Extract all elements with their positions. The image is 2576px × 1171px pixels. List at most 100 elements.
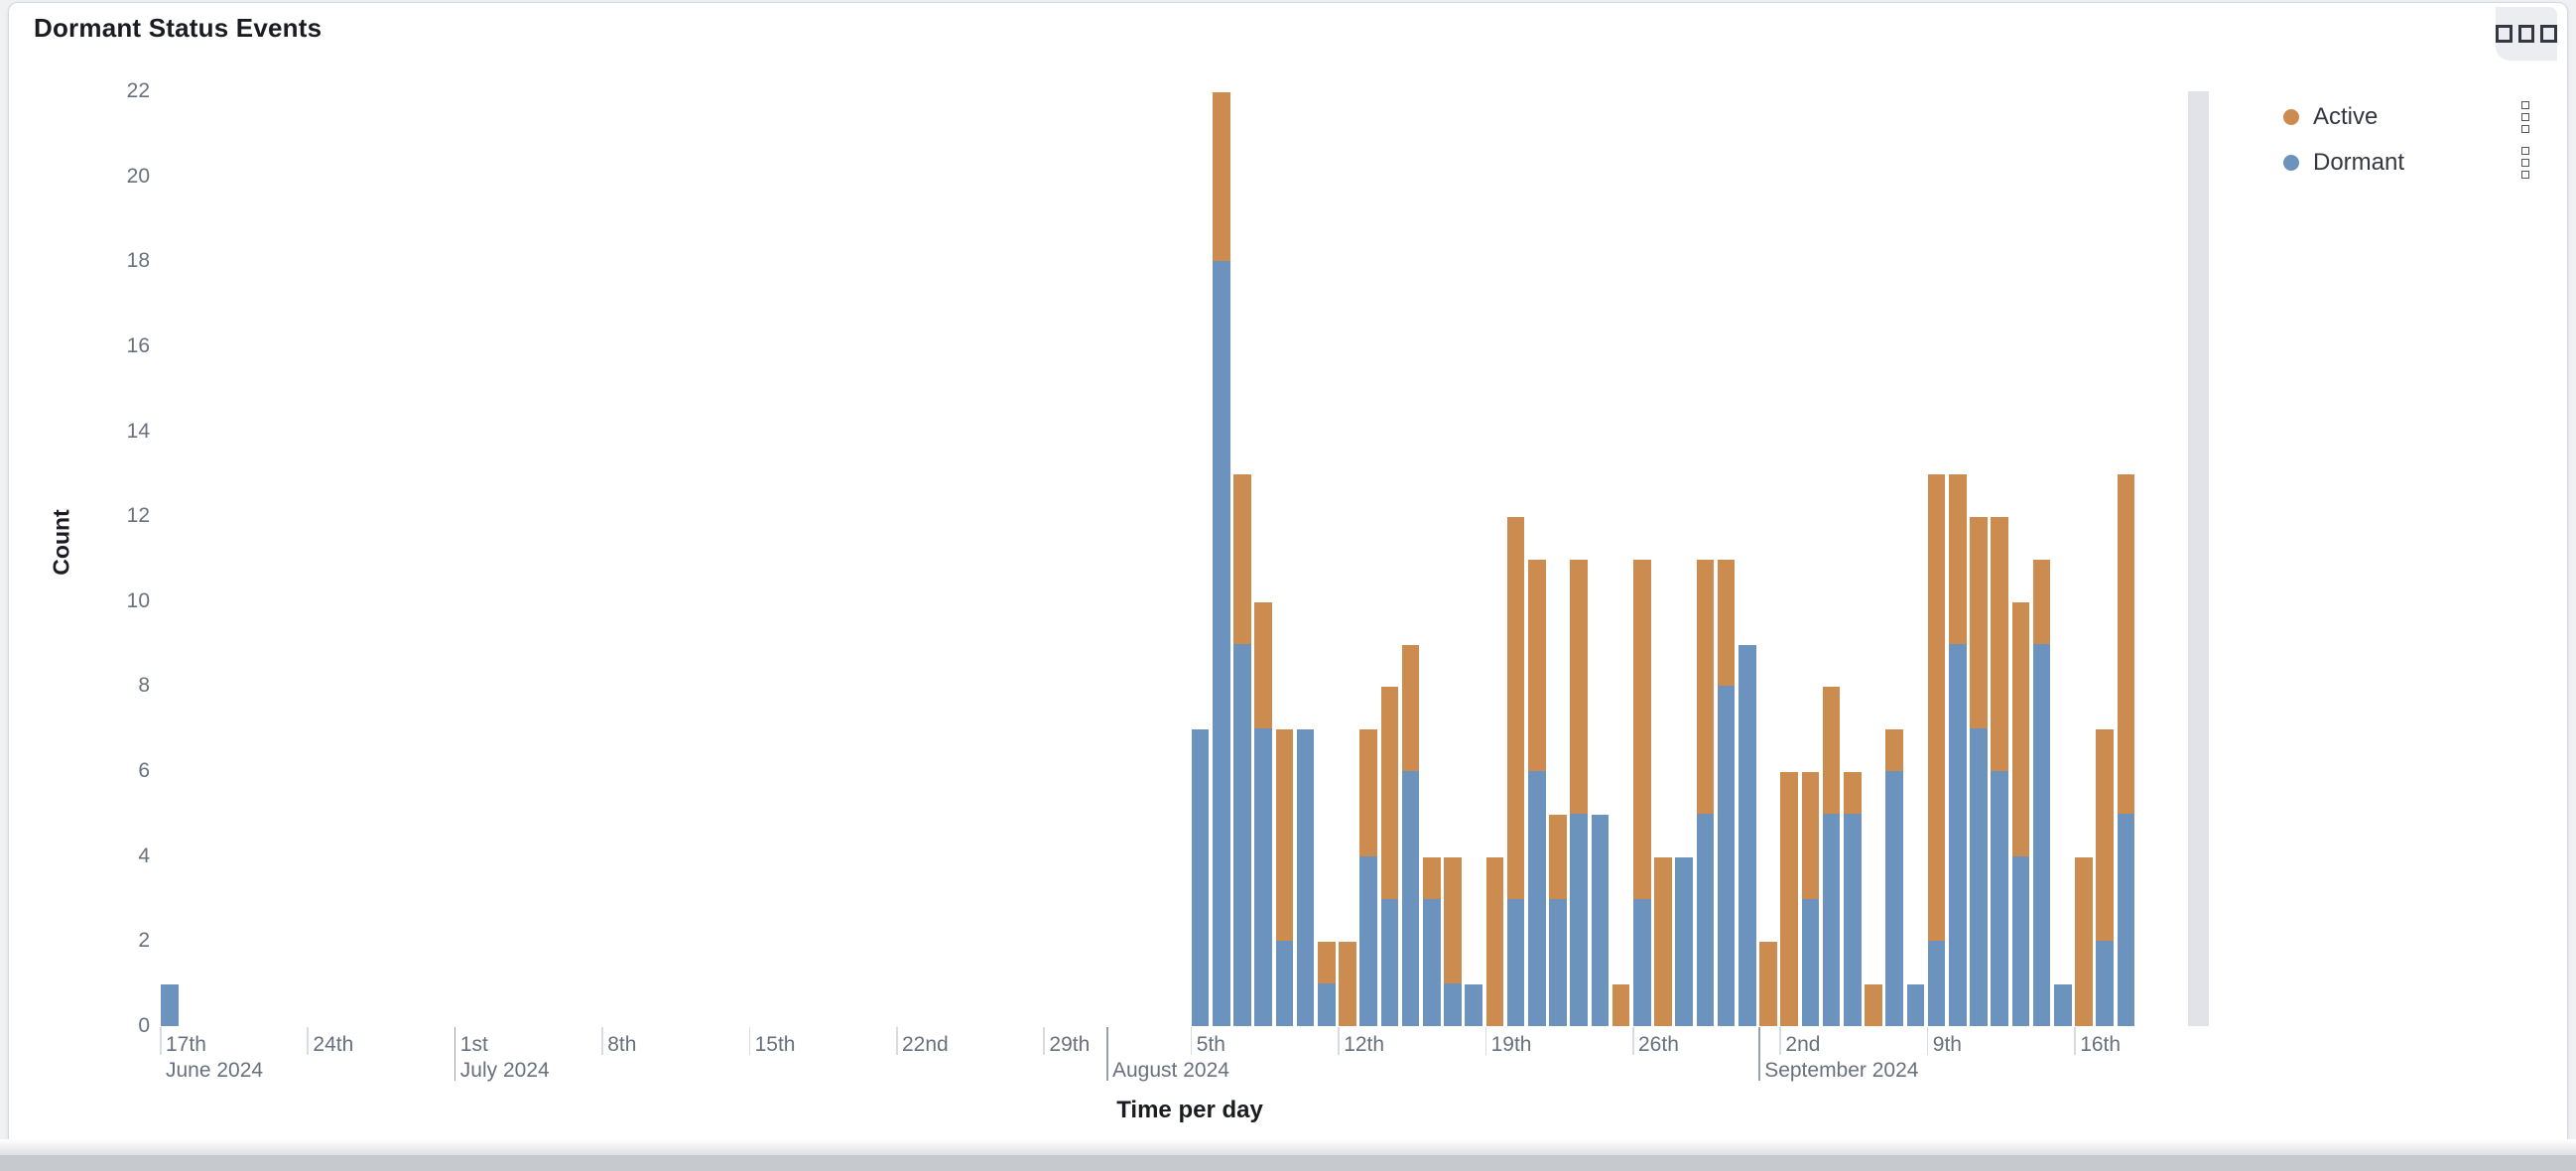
bar-segment-dormant[interactable] [1695, 813, 1716, 1026]
bar-segment-active[interactable] [1379, 686, 1400, 899]
y-axis-tick-label: 10 [126, 588, 150, 612]
bar-segment-dormant[interactable] [2010, 855, 2031, 1026]
panel-options-button[interactable] [2496, 7, 2558, 61]
bar-segment-active[interactable] [1274, 728, 1295, 942]
bar-segment-dormant[interactable] [1443, 983, 1463, 1026]
bar-segment-dormant[interactable] [1505, 898, 1526, 1026]
bar-segment-active[interactable] [1653, 855, 1673, 1026]
bar-segment-active[interactable] [1422, 855, 1442, 899]
bar-segment-dormant[interactable] [1212, 261, 1231, 1026]
bar-segment-active[interactable] [2074, 855, 2094, 1026]
legend-item-menu-button[interactable] [2517, 97, 2533, 137]
bar-segment-dormant[interactable] [1800, 898, 1821, 1026]
bar-segment-dormant[interactable] [1527, 771, 1547, 1026]
boxes-vertical-icon [2521, 113, 2529, 121]
legend-item-menu-button[interactable] [2517, 143, 2533, 183]
bar-segment-active[interactable] [2095, 728, 2115, 942]
bar-segment-dormant[interactable] [1295, 728, 1316, 1026]
x-axis-month-separator [1106, 1027, 1108, 1081]
y-axis-tick-label: 12 [126, 504, 150, 528]
bar-segment-dormant[interactable] [1190, 728, 1211, 1026]
x-axis-month-label: June 2024 [166, 1059, 264, 1082]
bar-segment-active[interactable] [1716, 559, 1737, 687]
bar-segment-active[interactable] [1400, 643, 1421, 772]
x-axis-week-tick [1043, 1027, 1045, 1055]
bar-segment-dormant[interactable] [1232, 643, 1252, 1026]
bar-segment-active[interactable] [1926, 473, 1947, 942]
x-axis-tick-label: 17th [166, 1033, 206, 1056]
x-axis-tick-label: 22nd [902, 1033, 949, 1056]
bar-segment-dormant[interactable] [1948, 643, 1968, 1026]
bar-segment-dormant[interactable] [2053, 983, 2073, 1026]
x-axis-week-tick [2074, 1027, 2076, 1055]
legend-item-active[interactable]: Active [2283, 94, 2561, 140]
legend-color-dot [2283, 109, 2299, 125]
bar-segment-active[interactable] [1948, 473, 1968, 644]
bar-segment-active[interactable] [1821, 686, 1842, 814]
bar-segment-active[interactable] [1695, 559, 1716, 814]
bar-segment-active[interactable] [1758, 941, 1778, 1026]
bar-segment-active[interactable] [1443, 855, 1463, 984]
legend-item-dormant[interactable]: Dormant [2283, 140, 2561, 186]
bar-segment-dormant[interactable] [2031, 643, 2052, 1026]
bar-segment-active[interactable] [1548, 813, 1568, 899]
incomplete-bucket-band [2188, 91, 2209, 1026]
bar-segment-active[interactable] [1338, 941, 1357, 1026]
bar-segment-active[interactable] [1864, 983, 1883, 1026]
bar-segment-dormant[interactable] [2116, 813, 2136, 1026]
bar-segment-dormant[interactable] [1990, 771, 2009, 1026]
bar-segment-dormant[interactable] [1632, 898, 1652, 1026]
bar-segment-dormant[interactable] [1716, 686, 1737, 1026]
bar-segment-active[interactable] [1610, 983, 1631, 1026]
bar-segment-dormant[interactable] [1821, 813, 1842, 1026]
bar-segment-active[interactable] [1569, 559, 1589, 814]
bar-segment-active[interactable] [1990, 516, 2009, 772]
boxes-vertical-icon [2521, 101, 2529, 109]
bar-segment-dormant[interactable] [1884, 771, 1904, 1026]
bar-segment-active[interactable] [1800, 771, 1821, 899]
boxes-horizontal-icon [2496, 25, 2512, 43]
bar-segment-dormant[interactable] [1674, 855, 1694, 1026]
bar-segment-active[interactable] [1358, 728, 1378, 856]
bar-segment-active[interactable] [1317, 941, 1337, 984]
bar-segment-dormant[interactable] [1400, 771, 1421, 1026]
bar-segment-dormant[interactable] [1548, 898, 1568, 1026]
panel-title: Dormant Status Events [34, 13, 322, 43]
bar-segment-active[interactable] [1632, 559, 1652, 899]
bar-segment-dormant[interactable] [1317, 983, 1337, 1026]
bar-segment-dormant[interactable] [1843, 813, 1863, 1026]
bar-segment-active[interactable] [1232, 473, 1252, 644]
bar-segment-dormant[interactable] [1926, 941, 1947, 1026]
bar-segment-active[interactable] [2010, 600, 2031, 856]
bar-segment-dormant[interactable] [1358, 855, 1378, 1026]
bar-segment-dormant[interactable] [1905, 983, 1926, 1026]
bar-segment-dormant[interactable] [1274, 941, 1295, 1026]
bar-segment-active[interactable] [1969, 516, 1989, 729]
bar-segment-active[interactable] [1484, 855, 1505, 1026]
bar-segment-active[interactable] [2031, 559, 2052, 644]
bar-segment-dormant[interactable] [160, 983, 180, 1026]
bar-segment-dormant[interactable] [1464, 983, 1483, 1026]
bar-segment-active[interactable] [1527, 559, 1547, 772]
bar-segment-active[interactable] [2116, 473, 2136, 814]
bar-segment-dormant[interactable] [1379, 898, 1400, 1026]
bar-segment-active[interactable] [1212, 91, 1231, 262]
bar-segment-dormant[interactable] [1969, 728, 1989, 1026]
bar-segment-active[interactable] [1253, 600, 1273, 729]
x-axis-week-tick [1338, 1027, 1340, 1055]
bar-segment-dormant[interactable] [1422, 898, 1442, 1026]
bar-segment-dormant[interactable] [1569, 813, 1589, 1026]
bar-segment-dormant[interactable] [1253, 728, 1273, 1026]
bar-segment-active[interactable] [1505, 516, 1526, 899]
y-axis-tick-label: 0 [138, 1014, 150, 1037]
bar-segment-dormant[interactable] [1738, 643, 1757, 1026]
boxes-vertical-icon [2521, 171, 2529, 179]
bar-segment-dormant[interactable] [1590, 813, 1610, 1026]
chart-plot-area: 0 2 4 6 8 10 12 14 16 18 20 22 17th 24th 1st 8th 15th 22n… [9, 3, 2576, 1171]
bar-segment-dormant[interactable] [2095, 941, 2115, 1026]
boxes-vertical-icon [2521, 147, 2529, 155]
bar-segment-active[interactable] [1843, 771, 1863, 814]
bar-segment-active[interactable] [1884, 728, 1904, 772]
y-axis-tick-label: 2 [138, 929, 150, 953]
bar-segment-active[interactable] [1779, 771, 1799, 1026]
